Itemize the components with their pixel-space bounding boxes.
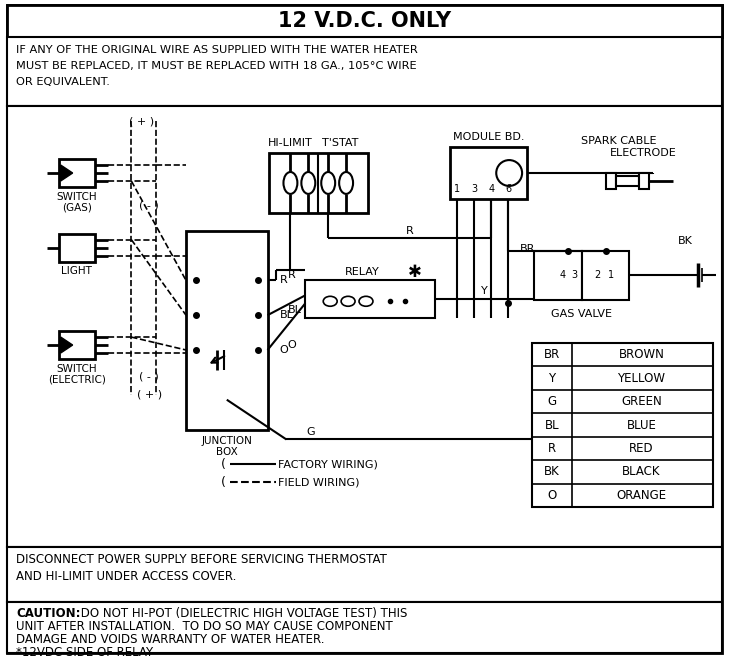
Text: RELAY: RELAY — [345, 267, 380, 277]
Bar — [606, 173, 615, 189]
Text: FIELD WIRING): FIELD WIRING) — [278, 477, 360, 487]
Text: BK: BK — [544, 465, 560, 479]
Text: *12VDC SIDE OF RELAY: *12VDC SIDE OF RELAY — [16, 646, 153, 659]
Text: BROWN: BROWN — [618, 348, 664, 361]
Text: 3: 3 — [572, 270, 578, 281]
Text: O: O — [279, 345, 288, 355]
Text: BL: BL — [545, 418, 559, 432]
Text: 4: 4 — [488, 184, 494, 194]
Bar — [7, 602, 722, 653]
Bar — [534, 251, 582, 301]
Text: SWITCH: SWITCH — [56, 364, 97, 374]
Text: (GAS): (GAS) — [62, 203, 92, 213]
Text: O: O — [547, 489, 556, 502]
Bar — [639, 173, 650, 189]
Text: ORANGE: ORANGE — [616, 489, 666, 502]
Text: T'STAT: T'STAT — [322, 138, 359, 148]
Bar — [7, 5, 722, 37]
Text: ( + ): ( + ) — [136, 390, 162, 400]
Text: MUST BE REPLACED, IT MUST BE REPLACED WITH 18 GA., 105°C WIRE: MUST BE REPLACED, IT MUST BE REPLACED WI… — [16, 61, 416, 71]
Text: ✱: ✱ — [408, 263, 421, 281]
Text: R: R — [548, 442, 556, 455]
Text: ( - ): ( - ) — [139, 372, 159, 382]
Text: O: O — [287, 340, 296, 350]
Text: 1: 1 — [607, 270, 614, 281]
Text: R: R — [406, 226, 413, 236]
Text: YELLOW: YELLOW — [617, 371, 666, 385]
Text: BR: BR — [520, 244, 536, 254]
Bar — [59, 331, 95, 359]
Text: Y: Y — [548, 371, 555, 385]
Text: BR: BR — [544, 348, 560, 361]
Text: GREEN: GREEN — [621, 395, 662, 408]
Text: SPARK CABLE: SPARK CABLE — [581, 136, 656, 146]
Text: IF ANY OF THE ORIGINAL WIRE AS SUPPLIED WITH THE WATER HEATER: IF ANY OF THE ORIGINAL WIRE AS SUPPLIED … — [16, 45, 418, 55]
Text: 4: 4 — [560, 270, 566, 281]
Text: BOX: BOX — [216, 448, 238, 457]
Polygon shape — [61, 337, 73, 353]
Text: DO NOT HI-POT (DIELECTRIC HIGH VOLTAGE TEST) THIS: DO NOT HI-POT (DIELECTRIC HIGH VOLTAGE T… — [77, 606, 407, 620]
Text: 2: 2 — [595, 270, 601, 281]
Bar — [59, 159, 95, 187]
Bar — [305, 281, 434, 318]
Text: GAS VALVE: GAS VALVE — [551, 309, 612, 319]
Text: (ELECTRIC): (ELECTRIC) — [47, 375, 106, 385]
Bar — [582, 251, 629, 301]
Text: BLACK: BLACK — [622, 465, 660, 479]
Text: RED: RED — [629, 442, 654, 455]
Text: DAMAGE AND VOIDS WARRANTY OF WATER HEATER.: DAMAGE AND VOIDS WARRANTY OF WATER HEATE… — [16, 634, 324, 646]
Text: 3: 3 — [472, 184, 477, 194]
Text: (: ( — [221, 476, 226, 489]
Bar — [7, 37, 722, 107]
Bar — [7, 547, 722, 602]
Bar — [59, 234, 95, 261]
Text: JUNCTION: JUNCTION — [201, 436, 252, 446]
Text: Y: Y — [481, 287, 488, 297]
Text: SWITCH: SWITCH — [56, 192, 97, 202]
Text: R: R — [287, 270, 295, 281]
Text: MODULE BD.: MODULE BD. — [453, 132, 524, 142]
Text: HI-LIMIT: HI-LIMIT — [268, 138, 313, 148]
Text: BL: BL — [279, 310, 293, 320]
Text: FACTORY WIRING): FACTORY WIRING) — [278, 459, 378, 469]
Text: ( - ): ( - ) — [139, 201, 159, 211]
Bar — [186, 230, 268, 430]
Text: UNIT AFTER INSTALLATION.  TO DO SO MAY CAUSE COMPONENT: UNIT AFTER INSTALLATION. TO DO SO MAY CA… — [16, 620, 393, 634]
Text: R: R — [279, 275, 287, 285]
Text: ELECTRODE: ELECTRODE — [610, 148, 677, 158]
Bar — [268, 153, 368, 213]
Text: 6: 6 — [505, 184, 511, 194]
Text: (: ( — [221, 458, 226, 471]
Text: 12 V.D.C. ONLY: 12 V.D.C. ONLY — [278, 11, 451, 31]
Bar — [450, 147, 527, 199]
Bar — [615, 176, 639, 186]
Text: G: G — [306, 426, 315, 436]
Text: 1: 1 — [454, 184, 461, 194]
Text: BL: BL — [287, 305, 301, 315]
Text: CAUTION:: CAUTION: — [16, 606, 80, 620]
Text: OR EQUIVALENT.: OR EQUIVALENT. — [16, 77, 110, 87]
Bar — [7, 107, 722, 547]
Text: AND HI-LIMIT UNDER ACCESS COVER.: AND HI-LIMIT UNDER ACCESS COVER. — [16, 570, 236, 583]
Bar — [532, 343, 713, 507]
Text: ( + ): ( + ) — [129, 117, 154, 126]
Text: DISCONNECT POWER SUPPLY BEFORE SERVICING THERMOSTAT: DISCONNECT POWER SUPPLY BEFORE SERVICING… — [16, 553, 387, 566]
Text: BK: BK — [678, 236, 693, 246]
Text: LIGHT: LIGHT — [61, 266, 92, 277]
Text: BLUE: BLUE — [626, 418, 656, 432]
Text: G: G — [547, 395, 556, 408]
Polygon shape — [61, 165, 73, 181]
